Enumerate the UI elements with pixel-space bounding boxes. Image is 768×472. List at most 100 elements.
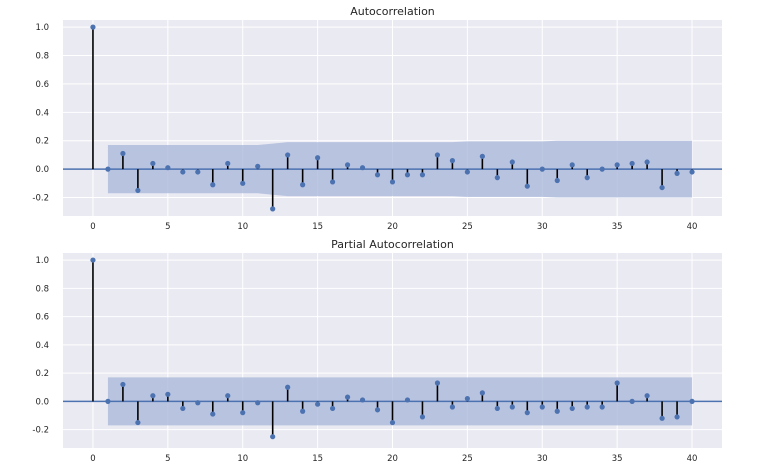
pacf-point — [644, 393, 650, 399]
pacf-chart-title: Partial Autocorrelation — [331, 238, 454, 251]
acf-y-tick-labels: 1.0 0.8 0.6 0.4 0.2 0.0 -0.2 — [32, 23, 49, 203]
pacf-x-tick: 10 — [237, 454, 248, 464]
acf-y-tick: 0.6 — [35, 80, 49, 90]
acf-point — [599, 166, 605, 172]
pacf-point — [329, 405, 336, 412]
acf-y-tick: 0.2 — [35, 137, 49, 147]
acf-point — [389, 179, 396, 185]
acf-y-tick: 0.8 — [35, 52, 49, 62]
pacf-y-tick: 1.0 — [35, 256, 49, 266]
acf-x-tick: 10 — [237, 222, 248, 232]
acf-point — [434, 152, 441, 158]
pacf-x-tick: 0 — [90, 454, 95, 464]
pacf-point — [120, 381, 126, 388]
pacf-point — [479, 390, 485, 396]
acf-points — [90, 24, 695, 212]
acf-point — [419, 172, 426, 178]
acf-point — [255, 163, 261, 169]
pacf-point — [150, 393, 156, 399]
pacf-x-tick-labels: 0 5 10 15 20 25 30 35 40 — [90, 454, 697, 464]
acf-chart-title: Autocorrelation — [350, 5, 435, 18]
acf-panel: 0 5 10 15 20 25 30 35 40 1.0 0.8 0.6 0.4… — [32, 5, 722, 232]
acf-point — [210, 182, 216, 188]
pacf-x-tick: 30 — [537, 454, 548, 464]
pacf-point — [315, 401, 321, 407]
pacf-point — [225, 393, 231, 399]
acf-x-tick: 5 — [165, 222, 170, 232]
pacf-y-tick-labels: 1.0 0.8 0.6 0.4 0.2 0.0 -0.2 — [32, 256, 49, 436]
pacf-point — [300, 408, 306, 414]
pacf-point — [524, 410, 530, 416]
acf-point — [270, 206, 276, 212]
acf-point — [300, 182, 306, 188]
acf-point — [240, 180, 246, 186]
pacf-point — [494, 405, 500, 412]
pacf-point — [419, 414, 426, 420]
acf-point — [195, 169, 201, 175]
acf-point — [494, 175, 500, 181]
pacf-x-tick: 5 — [165, 454, 170, 464]
acf-y-tick: -0.2 — [32, 194, 49, 204]
acf-point — [165, 165, 171, 171]
acf-point — [344, 162, 351, 168]
acf-y-tick: 1.0 — [35, 23, 49, 33]
pacf-point — [404, 397, 411, 403]
pacf-point — [240, 410, 246, 416]
acf-point — [509, 159, 515, 165]
acf-y-tick: 0.4 — [35, 108, 49, 118]
acf-point — [404, 172, 411, 178]
acf-point — [554, 177, 560, 184]
pacf-x-tick: 20 — [387, 454, 398, 464]
pacf-point — [464, 395, 470, 402]
pacf-points — [90, 257, 695, 440]
pacf-y-tick: 0.0 — [35, 397, 49, 407]
acf-x-tick: 0 — [90, 222, 95, 232]
pacf-y-tick: 0.6 — [35, 313, 49, 323]
acf-point — [90, 24, 96, 30]
pacf-point — [210, 411, 216, 417]
acf-point — [180, 169, 186, 175]
acf-x-tick: 35 — [612, 222, 623, 232]
pacf-point — [434, 380, 441, 386]
acf-point — [120, 150, 126, 157]
pacf-x-tick: 25 — [462, 454, 473, 464]
acf-point — [584, 175, 590, 181]
acf-point — [105, 166, 111, 172]
acf-point — [659, 184, 665, 191]
pacf-point — [674, 414, 680, 420]
acf-y-tick: 0.0 — [35, 165, 49, 175]
pacf-point — [389, 419, 396, 426]
pacf-point — [509, 404, 515, 410]
acf-x-tick: 40 — [687, 222, 698, 232]
acf-point — [674, 170, 680, 176]
pacf-point — [689, 398, 695, 404]
acf-point — [329, 179, 336, 185]
pacf-x-tick: 35 — [612, 454, 623, 464]
acf-point — [569, 162, 575, 168]
acf-x-tick: 20 — [387, 222, 398, 232]
acf-point — [629, 160, 635, 167]
pacf-point — [195, 400, 201, 406]
pacf-point — [165, 391, 171, 397]
pacf-point — [599, 404, 605, 410]
acf-point — [135, 187, 141, 194]
acf-point — [285, 152, 291, 158]
pacf-y-tick: 0.4 — [35, 341, 49, 351]
pacf-point — [539, 404, 545, 410]
pacf-y-tick: -0.2 — [32, 426, 49, 436]
pacf-point — [255, 400, 261, 406]
acf-point — [449, 158, 456, 164]
pacf-point — [359, 397, 366, 403]
pacf-panel: 0 5 10 15 20 25 30 35 40 1.0 0.8 0.6 0.4… — [32, 238, 722, 464]
pacf-y-tick: 0.8 — [35, 284, 49, 294]
acf-x-tick: 25 — [462, 222, 473, 232]
acf-point — [315, 155, 321, 161]
pacf-point — [180, 405, 186, 412]
acf-point — [225, 160, 231, 167]
pacf-point — [90, 257, 96, 263]
pacf-point — [374, 407, 381, 413]
pacf-point — [614, 380, 620, 386]
pacf-point — [449, 404, 456, 410]
acf-x-tick: 30 — [537, 222, 548, 232]
acf-point — [644, 159, 650, 165]
